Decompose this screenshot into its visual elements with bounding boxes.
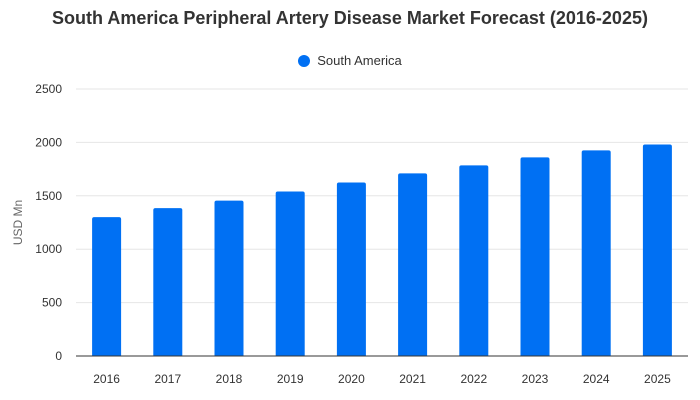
x-tick-label: 2022 [460, 372, 487, 386]
y-tick-label: 1500 [35, 189, 62, 203]
y-axis-label: USD Mn [11, 200, 25, 245]
x-tick-label: 2016 [93, 372, 120, 386]
bar-2016[interactable] [92, 217, 122, 356]
bar-2020[interactable] [336, 182, 366, 356]
bar-2017[interactable] [153, 208, 183, 356]
x-tick-label: 2024 [583, 372, 610, 386]
bar-2024[interactable] [581, 150, 611, 356]
x-tick-label: 2021 [399, 372, 426, 386]
x-tick-label: 2025 [644, 372, 671, 386]
x-tick-label: 2023 [522, 372, 549, 386]
legend-marker [298, 54, 311, 67]
bar-2023[interactable] [520, 157, 550, 356]
x-tick-label: 2020 [338, 372, 365, 386]
x-tick-label: 2019 [277, 372, 304, 386]
y-tick-label: 2500 [35, 82, 62, 96]
y-axis-ticks: 0 500 1000 1500 2000 2500 [35, 82, 62, 363]
y-tick-label: 2000 [35, 135, 62, 149]
legend[interactable]: South America [0, 53, 700, 68]
bar-2022[interactable] [459, 165, 489, 356]
chart-title: South America Peripheral Artery Disease … [52, 8, 648, 28]
bar-2018[interactable] [214, 200, 244, 356]
bar-2025[interactable] [642, 144, 672, 356]
x-tick-label: 2017 [154, 372, 181, 386]
bars [92, 144, 672, 356]
y-tick-label: 0 [55, 349, 62, 363]
bar-2019[interactable] [275, 191, 305, 356]
y-tick-label: 1000 [35, 242, 62, 256]
legend-label: South America [317, 53, 402, 68]
x-axis-ticks: 2016 2017 2018 2019 2020 2021 2022 2023 2024 2025 [93, 372, 671, 386]
y-tick-label: 500 [42, 296, 62, 310]
bar-2021[interactable] [398, 173, 428, 356]
x-tick-label: 2018 [216, 372, 243, 386]
